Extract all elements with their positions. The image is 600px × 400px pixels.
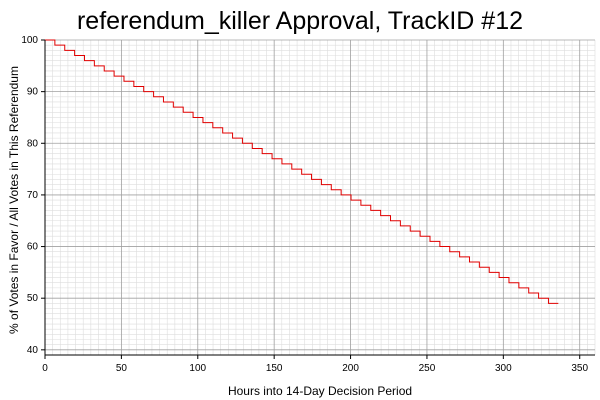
approval-line-series <box>45 39 559 304</box>
x-tick-label: 250 <box>419 363 436 374</box>
tick-labels: 0 50 100 150 200 250 300 350 40 50 60 70 80 90 100 <box>21 35 588 374</box>
x-tick-label: 300 <box>495 363 512 374</box>
major-gridlines <box>44 39 595 355</box>
y-tick-label: 70 <box>27 190 39 201</box>
data-series-layer <box>45 39 559 304</box>
y-tick-label: 80 <box>27 138 39 149</box>
x-tick-label: 100 <box>189 363 206 374</box>
y-tick-label: 60 <box>27 242 39 253</box>
y-tick-label: 40 <box>27 345 39 356</box>
y-tick-label: 50 <box>27 293 39 304</box>
axes <box>41 39 595 359</box>
x-tick-label: 0 <box>42 363 48 374</box>
y-axis-label: % of Votes in Favor / All Votes in This … <box>7 66 21 334</box>
x-tick-label: 150 <box>266 363 283 374</box>
y-tick-label: 90 <box>27 87 39 98</box>
x-tick-label: 50 <box>116 363 128 374</box>
x-tick-label: 350 <box>571 363 588 374</box>
chart-title: referendum_killer Approval, TrackID #12 <box>77 7 523 35</box>
x-tick-label: 200 <box>342 363 359 374</box>
x-axis-label: Hours into 14-Day Decision Period <box>228 384 412 398</box>
y-tick-label: 100 <box>21 35 38 46</box>
minor-gridlines <box>45 40 596 356</box>
